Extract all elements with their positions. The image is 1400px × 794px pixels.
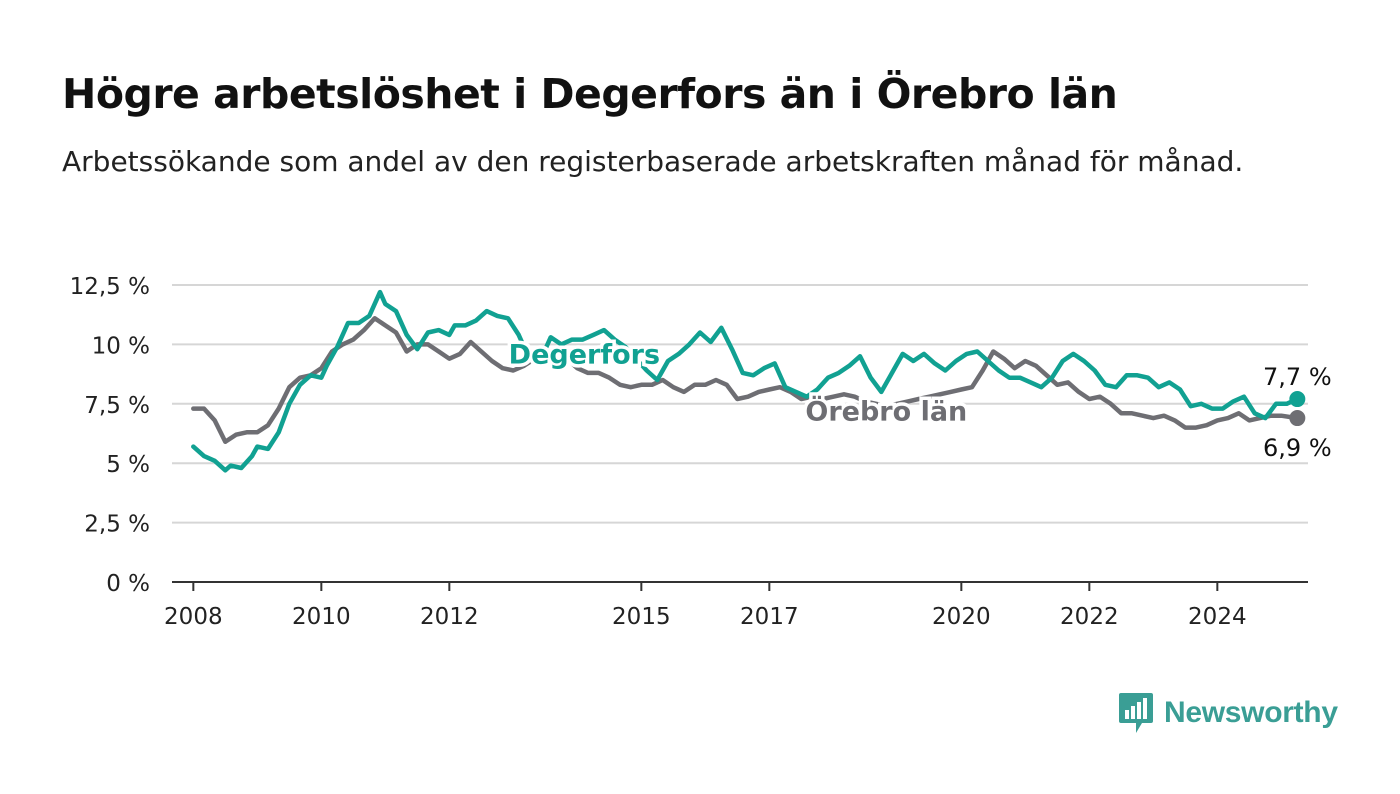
series-line--rebro-l-n: [191, 316, 1300, 445]
series-end-point: [1289, 410, 1306, 427]
x-tick-label: 2024: [1188, 604, 1247, 630]
series-line-degerfors: [191, 289, 1300, 473]
brand-logo: Newsworthy: [1118, 690, 1338, 736]
brand-name: Newsworthy: [1164, 696, 1338, 729]
series-name-label: Degerfors: [509, 339, 660, 370]
y-tick-label: 7,5 %: [84, 393, 150, 419]
y-tick-label: 5 %: [106, 452, 150, 478]
y-tick-label: 2,5 %: [84, 512, 150, 538]
x-tick-label: 2008: [164, 604, 223, 630]
x-tick-label: 2017: [740, 604, 799, 630]
y-tick-label: 12,5 %: [70, 274, 150, 300]
y-axis-ticks: 0 % 2,5 % 5 % 7,5 % 10 % 12,5 %: [70, 274, 150, 597]
chart-subtitle: Arbetssökande som andel av den registerb…: [62, 145, 1244, 178]
series-name-label: Örebro län: [805, 394, 967, 427]
x-tick-label: 2022: [1060, 604, 1119, 630]
series-end-label: 7,7 %: [1263, 363, 1332, 391]
x-tick-label: 2015: [612, 604, 671, 630]
x-tick-label: 2020: [932, 604, 991, 630]
x-tick-label: 2010: [292, 604, 351, 630]
y-tick-label: 0 %: [106, 571, 150, 597]
series-end-point: [1289, 391, 1306, 408]
newsworthy-icon: [1119, 693, 1153, 733]
series-lines: [191, 289, 1306, 473]
x-axis: 2008 2010 2012 2015 2017 2020 2022 2024: [164, 581, 1308, 630]
y-tick-label: 10 %: [92, 333, 150, 359]
chart-title: Högre arbetslöshet i Degerfors än i Öreb…: [62, 70, 1118, 118]
series-labels: Degerfors 7,7 % Örebro län 6,9 %: [505, 336, 1334, 465]
series-end-label: 6,9 %: [1263, 434, 1332, 462]
x-tick-label: 2012: [420, 604, 479, 630]
grid-lines: [172, 284, 1308, 524]
